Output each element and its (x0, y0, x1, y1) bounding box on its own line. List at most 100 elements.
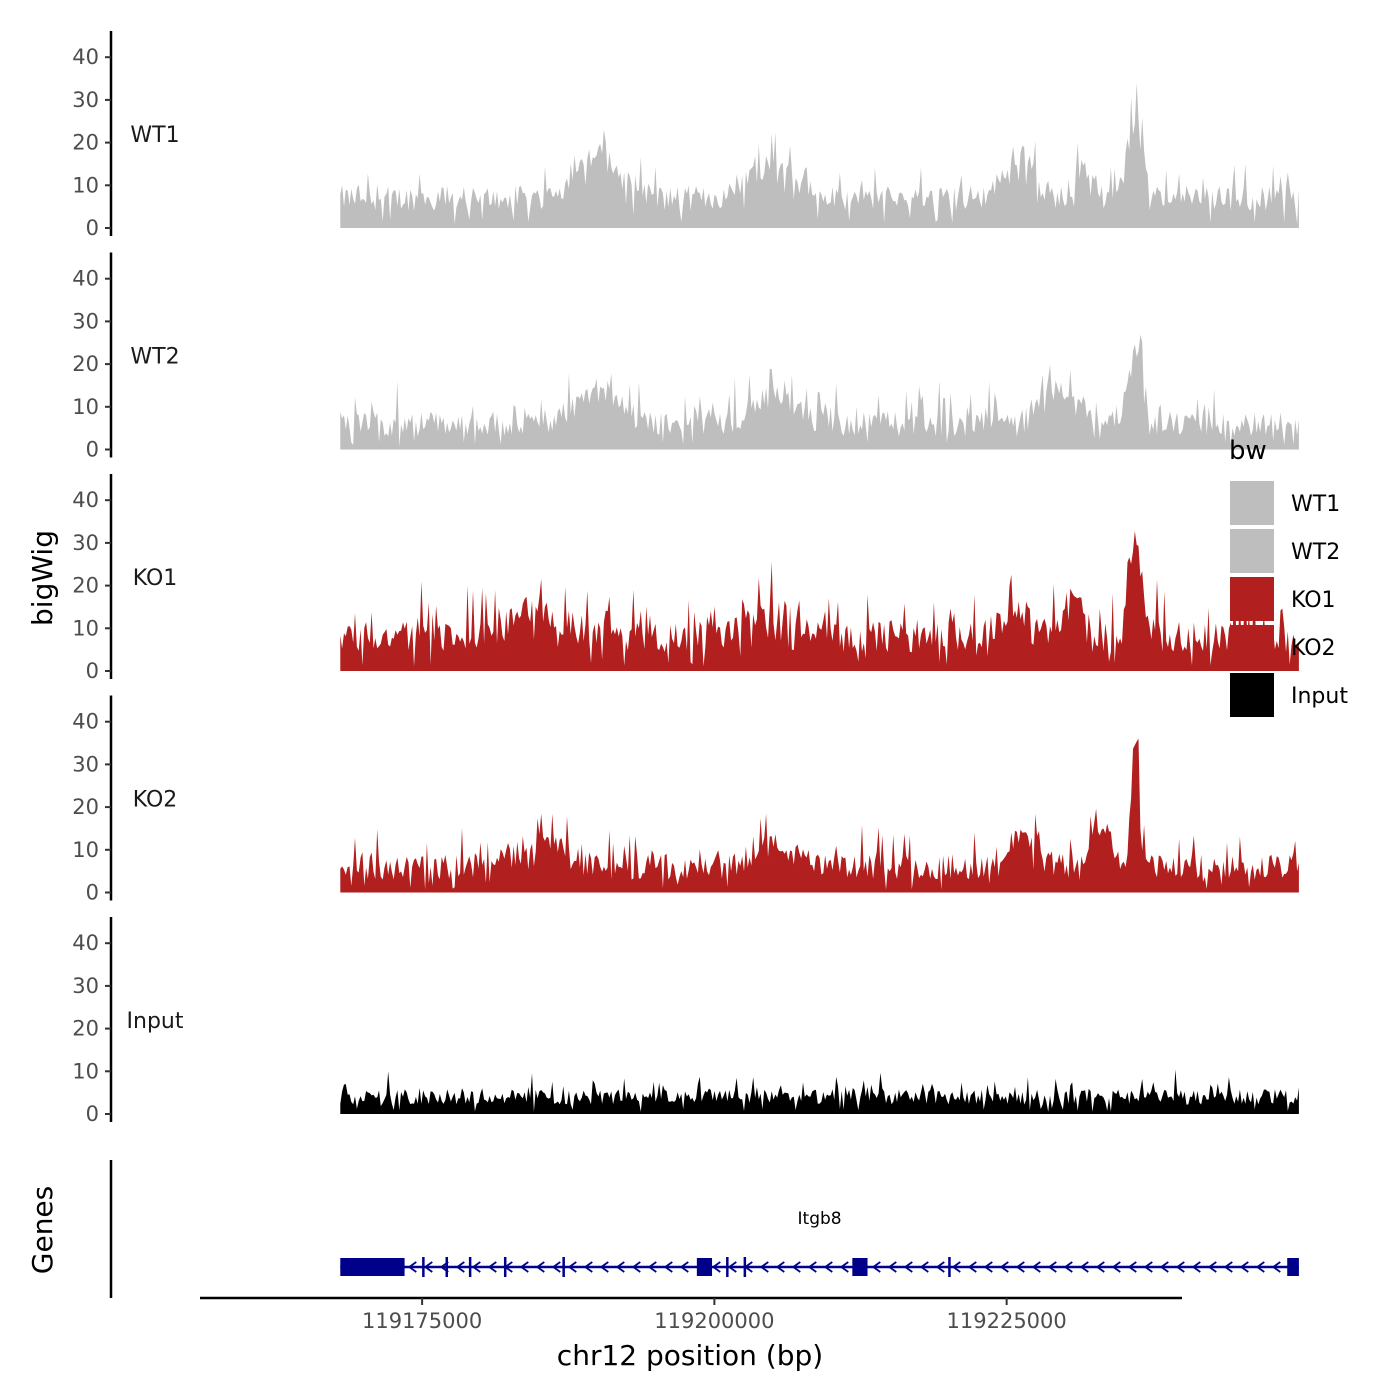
legend-entry-ko2: KO2 (1230, 625, 1336, 669)
legend-label: WT2 (1291, 540, 1340, 565)
track-panel-input: 0 10 20 30 40 Input (72, 917, 1299, 1126)
legend-entry-wt2: WT2 (1230, 529, 1340, 573)
strand-arrow (1175, 1261, 1185, 1273)
strand-arrow (567, 1261, 577, 1273)
track-panel-ko1: 0 10 20 30 40 KO1 (72, 474, 1299, 683)
y-tick-label: 20 (72, 352, 99, 376)
y-tick-label: 40 (72, 931, 99, 955)
strand-arrow (535, 1261, 545, 1273)
strand-arrow (407, 1261, 417, 1273)
strand-arrow (1015, 1261, 1025, 1273)
exon (696, 1258, 713, 1276)
y-tick-label: 0 (86, 881, 99, 905)
y-tick-label: 30 (72, 974, 99, 998)
track-label: WT2 (130, 345, 179, 370)
exon (948, 1257, 951, 1277)
strand-arrow (919, 1261, 929, 1273)
y-tick-label: 10 (72, 1059, 99, 1083)
legend-label: KO2 (1291, 636, 1336, 661)
signal-area-wt2 (340, 334, 1299, 450)
signal-area-input (340, 1069, 1299, 1114)
y-tick-label: 10 (72, 173, 99, 197)
strand-arrow (1159, 1261, 1169, 1273)
y-tick-label: 30 (72, 88, 99, 112)
legend: bw WT1 WT2 KO1 KO2 Input (1229, 436, 1348, 717)
strand-arrow (791, 1261, 801, 1273)
strand-arrow (1111, 1261, 1121, 1273)
strand-arrow (423, 1261, 433, 1273)
tracks-layer: 0 10 20 30 40 WT1 0 10 20 30 40 WT2 0 10 20 30 40 KO1 0 10 2… (72, 31, 1299, 1126)
exon (562, 1257, 565, 1277)
x-tick-label: 119200000 (654, 1309, 774, 1333)
strand-arrow (631, 1261, 641, 1273)
x-tick-label: 119175000 (362, 1309, 482, 1333)
legend-swatch (1230, 625, 1274, 669)
y-tick-label: 0 (86, 216, 99, 240)
track-label: WT1 (130, 123, 179, 148)
strand-arrow (1127, 1261, 1137, 1273)
exon (743, 1257, 747, 1277)
strand-arrow (1239, 1261, 1249, 1273)
strand-arrow (471, 1261, 481, 1273)
strand-arrow (807, 1261, 817, 1273)
gene-itgb8: Itgb8 (340, 1209, 1299, 1277)
strand-arrow (615, 1261, 625, 1273)
gene-label: Itgb8 (798, 1209, 842, 1229)
signal-area-ko2 (340, 738, 1299, 893)
strand-arrow (967, 1261, 977, 1273)
signal-area-ko1 (340, 531, 1299, 671)
y-tick-label: 30 (72, 309, 99, 333)
strand-arrow (999, 1261, 1009, 1273)
strand-arrow (599, 1261, 609, 1273)
y-tick-label: 40 (72, 710, 99, 734)
exon (422, 1257, 425, 1277)
strand-arrow (935, 1261, 945, 1273)
y-tick-label: 20 (72, 1017, 99, 1041)
track-panel-ko2: 0 10 20 30 40 KO2 (72, 695, 1299, 905)
exon (726, 1257, 729, 1277)
strand-arrow (1095, 1261, 1105, 1273)
strand-arrow (871, 1261, 881, 1273)
strand-arrow (951, 1261, 961, 1273)
exon (340, 1258, 405, 1276)
legend-entry-wt1: WT1 (1230, 481, 1340, 525)
y-tick-label: 10 (72, 616, 99, 640)
y-tick-label: 40 (72, 267, 99, 291)
track-label: Input (127, 1009, 184, 1034)
y-tick-label: 10 (72, 838, 99, 862)
y-axis-title: bigWig (26, 530, 59, 626)
legend-swatch (1230, 577, 1274, 621)
y-tick-label: 0 (86, 1102, 99, 1126)
genes-track: Itgb8 (109, 1160, 1299, 1298)
strand-arrow (1223, 1261, 1233, 1273)
strand-arrow (887, 1261, 897, 1273)
exon (468, 1257, 472, 1277)
strand-arrow (839, 1261, 849, 1273)
genes-axis-title: Genes (26, 1186, 59, 1274)
y-tick-label: 10 (72, 395, 99, 419)
track-panel-wt2: 0 10 20 30 40 WT2 (72, 252, 1299, 462)
strand-arrow (663, 1261, 673, 1273)
y-tick-label: 30 (72, 531, 99, 555)
y-tick-label: 40 (72, 45, 99, 69)
legend-entry-ko1: KO1 (1230, 577, 1336, 621)
strand-arrow (823, 1261, 833, 1273)
strand-arrow (775, 1261, 785, 1273)
y-tick-label: 0 (86, 659, 99, 683)
strand-arrow (551, 1261, 561, 1273)
strand-arrow (983, 1261, 993, 1273)
track-label: KO2 (133, 788, 178, 813)
legend-title: bw (1229, 436, 1267, 466)
legend-swatch (1230, 481, 1274, 525)
x-axis-title: chr12 position (bp) (557, 1339, 823, 1372)
strand-arrow (1271, 1261, 1281, 1273)
strand-arrow (1079, 1261, 1089, 1273)
legend-label: WT1 (1291, 492, 1340, 517)
x-tick-label: 119225000 (947, 1309, 1067, 1333)
strand-arrow (1207, 1261, 1217, 1273)
legend-label: Input (1291, 684, 1348, 709)
y-tick-label: 20 (72, 795, 99, 819)
strand-arrow (583, 1261, 593, 1273)
strand-arrow (647, 1261, 657, 1273)
